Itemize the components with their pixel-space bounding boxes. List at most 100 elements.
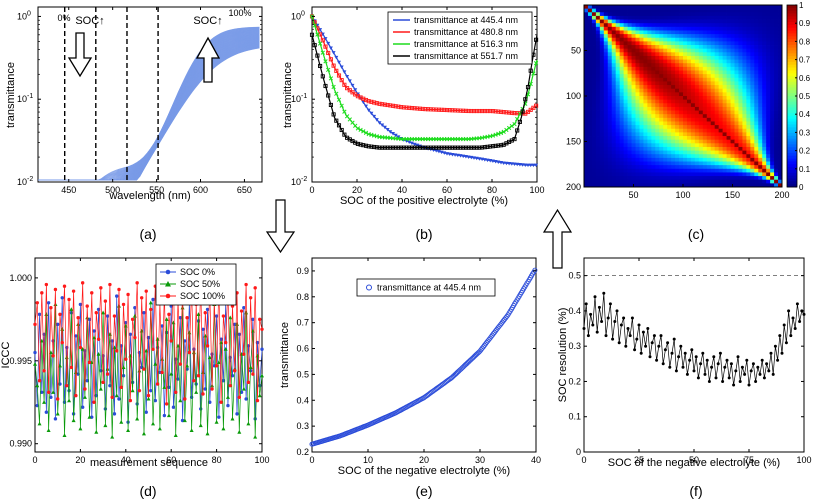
heatmap-cell <box>718 19 723 24</box>
series-b-marker-1 <box>331 63 336 68</box>
heatmap-cell <box>754 150 759 155</box>
heatmap-cell <box>722 114 727 119</box>
heatmap-cell <box>607 48 613 53</box>
heatmap-cell <box>591 132 597 137</box>
heatmap-cell <box>587 139 593 144</box>
heatmap-cell <box>611 110 617 115</box>
series-b-marker-3 <box>390 145 396 150</box>
heatmap-cell <box>710 114 716 119</box>
heatmap-cell <box>766 106 771 111</box>
heatmap-cell <box>778 136 783 141</box>
heatmap-cell <box>607 168 613 173</box>
heatmap-cell <box>722 88 727 93</box>
heatmap-cell <box>659 132 664 137</box>
heatmap-cell <box>631 30 636 35</box>
heatmap-cell <box>734 154 739 159</box>
heatmap-cell <box>698 146 704 151</box>
heatmap-cell <box>623 26 628 31</box>
heatmap-cell <box>714 179 720 184</box>
heatmap-cell <box>615 172 621 177</box>
heatmap-cell <box>758 5 763 10</box>
heatmap-cell <box>635 74 640 79</box>
heatmap-cell <box>623 125 628 130</box>
heatmap-cell <box>587 23 593 28</box>
heatmap-cell <box>615 81 621 86</box>
heatmap-cell <box>730 172 735 177</box>
heatmap-cell <box>778 34 783 39</box>
heatmap-cell <box>702 117 708 122</box>
heatmap-cell <box>651 77 656 82</box>
series-d-point-0 <box>208 400 212 404</box>
series-d-point-1 <box>196 312 201 316</box>
heatmap-cell <box>690 103 696 108</box>
heatmap-cell <box>730 81 735 86</box>
heatmap-cell <box>619 41 624 46</box>
heatmap-cell <box>770 179 775 184</box>
heatmap-cell <box>679 146 684 151</box>
series-b-marker-1 <box>404 105 409 110</box>
heatmap-cell <box>702 5 708 10</box>
heatmap-cell <box>599 37 605 42</box>
heatmap-cell <box>754 179 759 184</box>
heatmap-cell <box>643 106 648 111</box>
heatmap-cell <box>738 143 743 148</box>
heatmap-cell <box>726 55 731 60</box>
heatmap-cell <box>623 139 628 144</box>
heatmap-cell <box>619 125 624 130</box>
series-b-marker-2 <box>342 109 347 114</box>
heatmap-cell <box>639 150 644 155</box>
heatmap-cell <box>766 45 771 50</box>
colorbar-cell <box>787 24 797 29</box>
heatmap-cell <box>631 139 636 144</box>
series-d-point-2 <box>56 397 60 401</box>
heatmap-cell <box>679 125 684 130</box>
heatmap-cell <box>679 103 684 108</box>
heatmap-cell <box>679 110 684 115</box>
heatmap-cell <box>635 92 640 97</box>
heatmap-cell <box>750 136 755 141</box>
heatmap-cell <box>754 125 759 130</box>
heatmap-cell <box>647 59 652 64</box>
series-f-point <box>769 351 773 355</box>
heatmap-cell <box>694 12 700 17</box>
panel-e-xlabel: SOC of the negative electrolyte (%) <box>338 465 510 477</box>
heatmap-cell <box>671 8 676 13</box>
heatmap-cell <box>710 157 716 162</box>
panel-label-d: (d) <box>139 483 156 499</box>
heatmap-cell <box>698 70 704 75</box>
heatmap-cell <box>667 85 672 90</box>
heatmap-cell <box>714 172 720 177</box>
series-b-marker-3 <box>339 127 344 133</box>
heatmap-cell <box>671 179 676 184</box>
heatmap-cell <box>710 88 716 93</box>
heatmap-cell <box>762 74 767 79</box>
heatmap-cell <box>718 157 723 162</box>
heatmap-cell <box>675 150 680 155</box>
heatmap-cell <box>667 15 672 20</box>
series-d-point-0 <box>237 332 241 336</box>
heatmap-cell <box>679 168 684 173</box>
series-b-marker-1 <box>525 109 531 114</box>
panel-f-ytick-label-0: 0 <box>576 447 581 457</box>
heatmap-cell <box>726 146 731 151</box>
heatmap-cell <box>659 172 664 177</box>
heatmap-cell <box>746 157 751 162</box>
series-d-point-2 <box>80 281 85 285</box>
heatmap-cell <box>766 34 771 39</box>
heatmap-cell <box>627 128 632 133</box>
heatmap-cell <box>623 150 628 155</box>
heatmap-cell <box>611 125 617 130</box>
heatmap-cell <box>722 74 727 79</box>
heatmap-cell <box>722 125 727 130</box>
heatmap-cell <box>710 172 716 177</box>
heatmap-cell <box>651 117 656 122</box>
heatmap-cell <box>762 132 767 137</box>
heatmap-cell <box>591 23 597 28</box>
heatmap-cell <box>679 106 684 111</box>
heatmap-cell <box>639 110 644 115</box>
series-d-point-1 <box>237 429 242 434</box>
heatmap-cell <box>750 37 755 42</box>
heatmap-cell <box>663 117 668 122</box>
heatmap-cell <box>738 121 743 126</box>
heatmap-cell <box>591 143 597 148</box>
